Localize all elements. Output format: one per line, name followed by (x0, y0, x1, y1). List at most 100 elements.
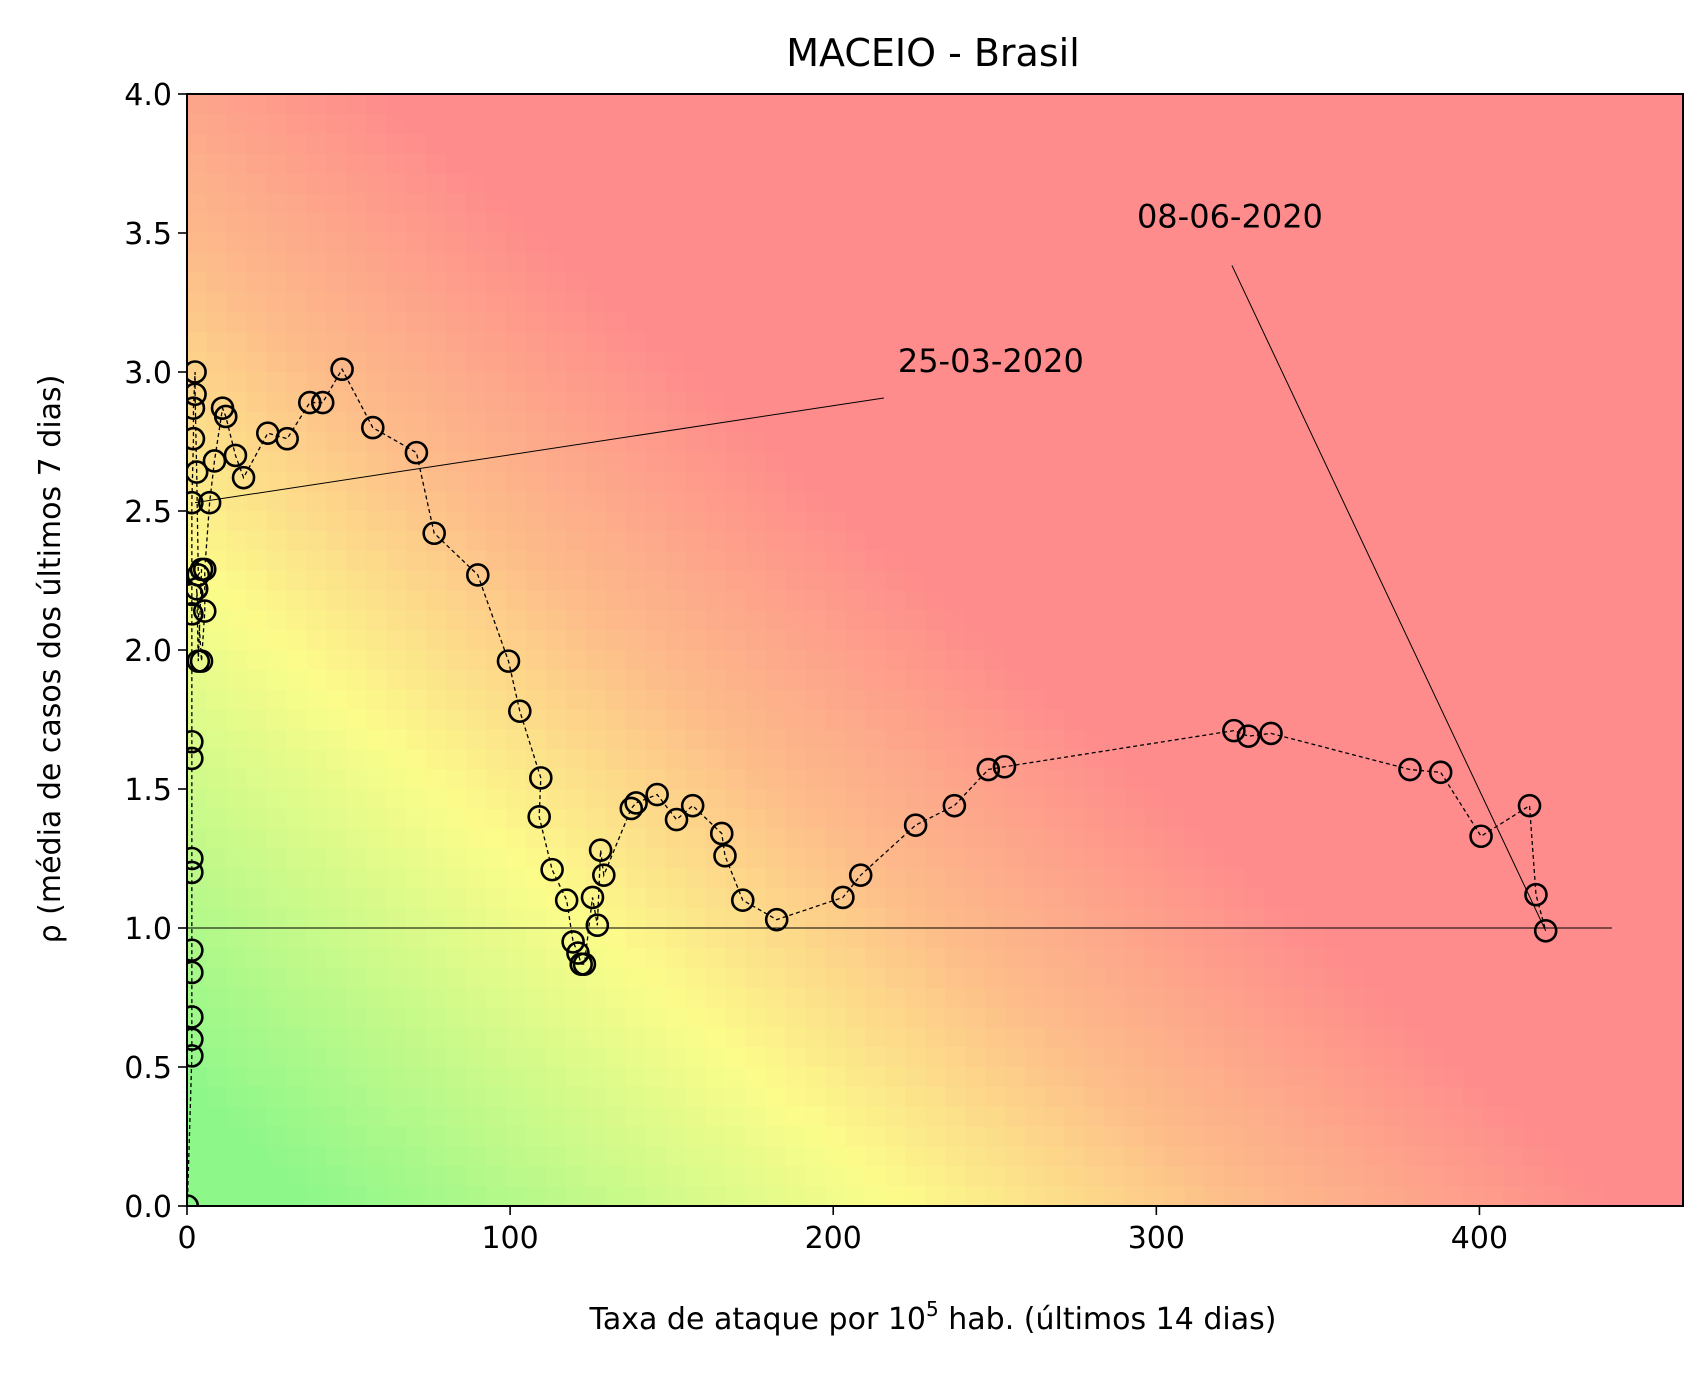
background-cell (1323, 233, 1345, 254)
background-cell (885, 372, 906, 393)
background-cell (944, 173, 966, 195)
background-cell (1164, 928, 1186, 949)
background-cell (1044, 888, 1066, 909)
background-cell (1663, 729, 1684, 751)
background-cell (1323, 431, 1345, 453)
background-cell (1044, 967, 1066, 989)
background-cell (1244, 908, 1265, 929)
background-cell (266, 272, 288, 294)
background-cell (925, 590, 946, 612)
background-cell (1004, 252, 1026, 274)
background-cell (1244, 967, 1265, 989)
background-cell (685, 570, 707, 592)
background-cell (386, 1047, 408, 1068)
background-cell (1643, 789, 1664, 810)
background-cell (1184, 1146, 1206, 1168)
background-cell (286, 570, 308, 592)
background-cell (1483, 1086, 1505, 1108)
background-cell (845, 411, 866, 433)
data-point (187, 602, 204, 626)
background-cell (1144, 928, 1166, 949)
background-cell (785, 709, 807, 731)
background-cell (984, 709, 1006, 731)
background-cell (1563, 689, 1585, 711)
background-cell (1563, 213, 1585, 234)
background-cell (1104, 987, 1126, 1009)
background-cell (865, 113, 886, 135)
background-cell (1164, 292, 1186, 314)
data-point (592, 863, 616, 887)
background-cell (745, 1166, 767, 1187)
background-cell (346, 550, 368, 572)
background-cell (865, 1126, 886, 1148)
background-cell (246, 928, 268, 949)
background-cell (1503, 1126, 1525, 1148)
background-cell (1204, 789, 1226, 810)
background-cell (925, 332, 946, 353)
background-cell (306, 828, 328, 850)
background-cell (1343, 550, 1365, 572)
background-cell (226, 113, 248, 135)
background-cell (1583, 292, 1605, 314)
background-cell (1503, 908, 1525, 929)
background-cell (326, 292, 348, 314)
data-point (1533, 918, 1558, 943)
background-cell (705, 352, 727, 373)
background-cell (1563, 530, 1585, 552)
background-cell (1663, 352, 1684, 373)
background-cell (1383, 451, 1405, 473)
background-cell (765, 590, 787, 612)
background-cell (1264, 550, 1285, 572)
background-cell (1184, 153, 1206, 175)
background-cell (984, 868, 1006, 890)
background-cell (805, 888, 827, 909)
background-cell (1563, 808, 1585, 830)
background-cell (1623, 749, 1644, 770)
background-cell (1024, 491, 1046, 512)
background-cell (1244, 133, 1265, 155)
background-cell (1104, 431, 1126, 453)
background-cell (326, 1106, 348, 1128)
background-cell (1004, 987, 1026, 1009)
background-cell (1363, 947, 1385, 969)
background-cell (765, 352, 787, 373)
background-cell (1104, 1086, 1126, 1108)
background-cell (865, 1027, 886, 1048)
background-cell (1363, 491, 1385, 512)
background-cell (1663, 610, 1684, 631)
background-cell (1663, 471, 1684, 492)
background-cell (565, 491, 587, 512)
background-cell (1164, 272, 1186, 294)
background-cell (1224, 669, 1245, 691)
background-cell (1104, 233, 1126, 254)
background-cell (625, 1047, 647, 1068)
background-cell (1403, 451, 1425, 473)
background-cell (964, 709, 986, 731)
background-cell (665, 471, 687, 492)
background-cell (326, 1086, 348, 1108)
background-cell (1463, 352, 1485, 373)
background-cell (1383, 252, 1405, 274)
background-cell (1084, 193, 1106, 214)
data-point (664, 807, 689, 832)
background-cell (944, 610, 966, 631)
background-cell (1323, 94, 1345, 115)
background-cell (785, 749, 807, 770)
background-cell (526, 789, 547, 810)
background-cell (1603, 1186, 1624, 1207)
background-cell (1423, 233, 1445, 254)
background-cell (446, 749, 468, 770)
background-cell (1124, 411, 1146, 433)
background-cell (526, 352, 547, 373)
background-cell (306, 1186, 328, 1207)
background-cell (665, 749, 687, 770)
background-cell (905, 352, 926, 373)
background-cell (984, 729, 1006, 751)
background-cell (1044, 947, 1066, 969)
background-cell (346, 630, 368, 651)
background-cell (1264, 312, 1285, 334)
background-cell (885, 828, 906, 850)
background-cell (1064, 610, 1086, 631)
background-cell (346, 173, 368, 195)
background-cell (1064, 252, 1086, 274)
